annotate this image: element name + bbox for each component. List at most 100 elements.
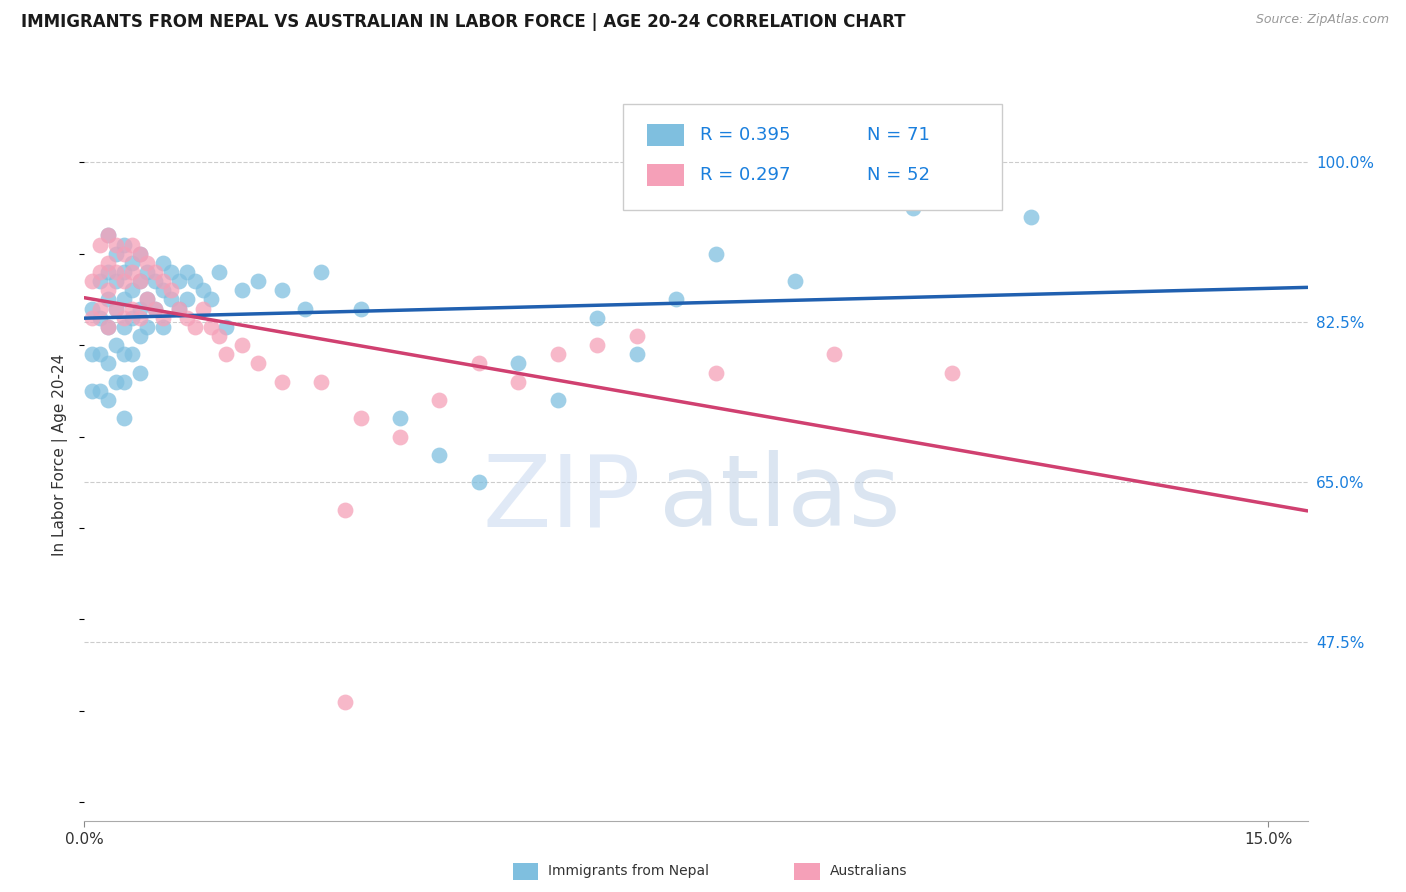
Point bbox=[294, 301, 316, 316]
Point bbox=[97, 293, 120, 307]
Point bbox=[89, 274, 111, 288]
Point bbox=[167, 274, 190, 288]
Point bbox=[389, 411, 412, 425]
Point bbox=[152, 310, 174, 325]
Point bbox=[112, 310, 135, 325]
Text: Source: ZipAtlas.com: Source: ZipAtlas.com bbox=[1256, 13, 1389, 27]
Point bbox=[104, 338, 127, 352]
Point bbox=[128, 366, 150, 380]
Point bbox=[121, 301, 143, 316]
Point bbox=[112, 265, 135, 279]
Point bbox=[508, 375, 530, 389]
Point bbox=[468, 356, 491, 371]
Point bbox=[82, 347, 104, 361]
Point bbox=[152, 284, 174, 298]
Point bbox=[128, 274, 150, 288]
Point bbox=[97, 320, 120, 334]
Point bbox=[112, 274, 135, 288]
Point bbox=[136, 293, 159, 307]
Point bbox=[89, 237, 111, 252]
FancyBboxPatch shape bbox=[623, 103, 1002, 210]
Point bbox=[586, 310, 609, 325]
Point bbox=[152, 256, 174, 270]
Point bbox=[128, 310, 150, 325]
Point bbox=[901, 201, 924, 215]
Point bbox=[783, 274, 806, 288]
Point bbox=[145, 265, 167, 279]
Point bbox=[121, 347, 143, 361]
Point bbox=[152, 320, 174, 334]
Point bbox=[121, 237, 143, 252]
Point bbox=[89, 384, 111, 398]
Point bbox=[145, 301, 167, 316]
Point bbox=[160, 293, 183, 307]
Point bbox=[270, 284, 292, 298]
Point bbox=[97, 228, 120, 243]
Point bbox=[136, 256, 159, 270]
Point bbox=[112, 411, 135, 425]
Point bbox=[97, 265, 120, 279]
Point bbox=[97, 356, 120, 371]
Point bbox=[176, 310, 198, 325]
Point bbox=[333, 695, 356, 709]
Text: N = 71: N = 71 bbox=[868, 127, 931, 145]
Point bbox=[508, 356, 530, 371]
Point bbox=[468, 475, 491, 490]
Point bbox=[136, 320, 159, 334]
Point bbox=[626, 329, 648, 343]
Point bbox=[104, 301, 127, 316]
Point bbox=[112, 320, 135, 334]
Text: ZIP: ZIP bbox=[482, 450, 641, 548]
Point bbox=[207, 265, 229, 279]
Point bbox=[349, 301, 371, 316]
Point bbox=[191, 284, 214, 298]
Point bbox=[823, 347, 845, 361]
Point bbox=[246, 274, 269, 288]
Point bbox=[97, 320, 120, 334]
Point bbox=[429, 448, 451, 462]
Point bbox=[82, 384, 104, 398]
Bar bbox=[647, 124, 683, 146]
Point bbox=[167, 301, 190, 316]
Point bbox=[626, 347, 648, 361]
Text: R = 0.395: R = 0.395 bbox=[700, 127, 790, 145]
Point bbox=[121, 265, 143, 279]
Point bbox=[112, 237, 135, 252]
Point bbox=[1021, 211, 1043, 225]
Point bbox=[665, 293, 688, 307]
Text: N = 52: N = 52 bbox=[868, 166, 931, 184]
Point bbox=[176, 293, 198, 307]
Point bbox=[121, 284, 143, 298]
Point bbox=[207, 329, 229, 343]
Point bbox=[191, 301, 214, 316]
Point bbox=[112, 347, 135, 361]
Point bbox=[97, 228, 120, 243]
Text: IMMIGRANTS FROM NEPAL VS AUSTRALIAN IN LABOR FORCE | AGE 20-24 CORRELATION CHART: IMMIGRANTS FROM NEPAL VS AUSTRALIAN IN L… bbox=[21, 13, 905, 31]
Point bbox=[104, 237, 127, 252]
Point bbox=[128, 246, 150, 260]
Point bbox=[128, 329, 150, 343]
Point bbox=[82, 310, 104, 325]
Point bbox=[104, 301, 127, 316]
Point bbox=[104, 265, 127, 279]
Point bbox=[82, 301, 104, 316]
Point bbox=[704, 366, 727, 380]
Point bbox=[104, 274, 127, 288]
Point bbox=[89, 310, 111, 325]
Point bbox=[349, 411, 371, 425]
Point bbox=[97, 256, 120, 270]
Point bbox=[215, 347, 238, 361]
Point bbox=[270, 375, 292, 389]
Point bbox=[200, 293, 222, 307]
Point bbox=[389, 430, 412, 444]
Point bbox=[82, 274, 104, 288]
Point bbox=[128, 274, 150, 288]
Point bbox=[121, 310, 143, 325]
Point bbox=[309, 375, 332, 389]
Point bbox=[136, 265, 159, 279]
Point bbox=[145, 274, 167, 288]
Point bbox=[176, 265, 198, 279]
Point bbox=[160, 265, 183, 279]
Point bbox=[547, 347, 569, 361]
Point bbox=[145, 301, 167, 316]
